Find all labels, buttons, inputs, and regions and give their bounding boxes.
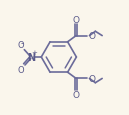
Text: O: O [73,16,80,24]
Text: O: O [88,74,95,83]
Text: O: O [17,41,24,50]
Text: N: N [28,53,36,62]
Text: -: - [21,39,24,47]
Text: +: + [31,49,37,55]
Text: O: O [17,65,24,74]
Text: O: O [73,91,80,99]
Text: O: O [88,32,95,41]
